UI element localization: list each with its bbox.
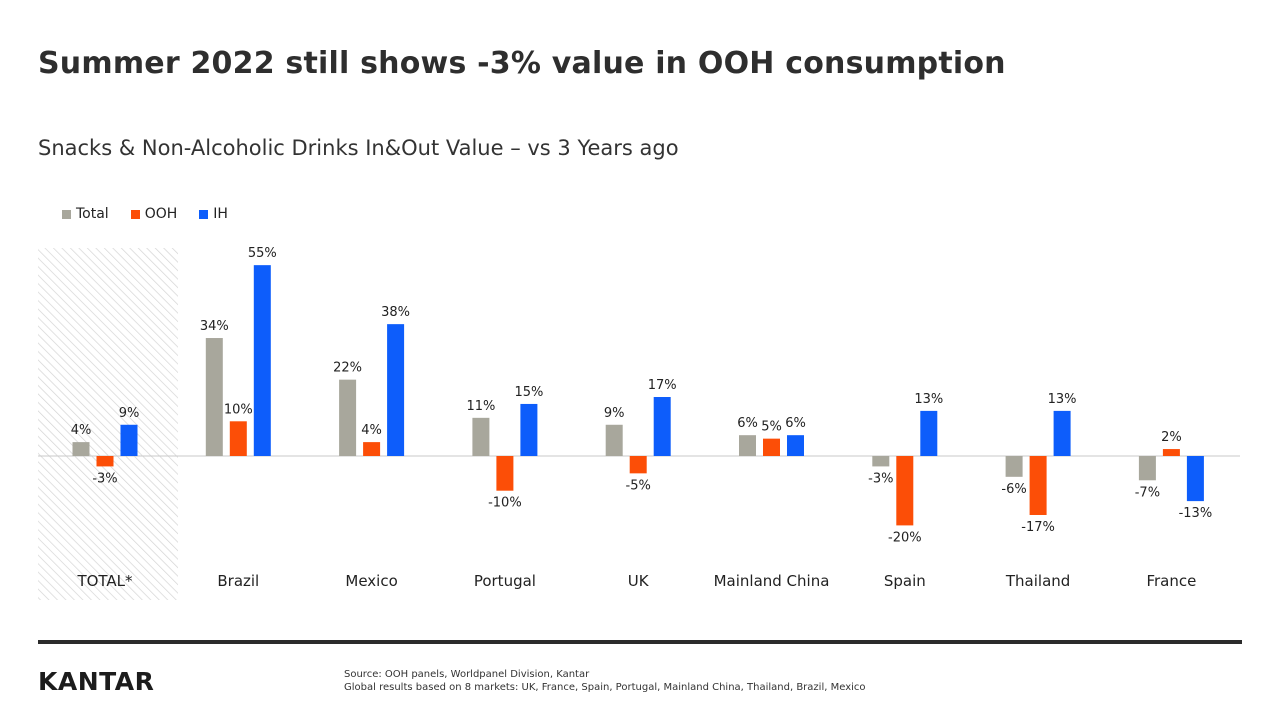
bar-ih-thailand bbox=[1053, 410, 1071, 456]
bar-ooh-brazil bbox=[229, 421, 247, 456]
bar-ooh-spain bbox=[896, 456, 914, 526]
data-label-ih-brazil: 55% bbox=[248, 246, 277, 261]
bar-total-mainland-china bbox=[739, 435, 756, 456]
total-highlight-band bbox=[38, 248, 178, 600]
legend-label-total: Total bbox=[76, 206, 109, 222]
category-label-mainland-china: Mainland China bbox=[714, 572, 830, 590]
category-label-uk: UK bbox=[628, 572, 650, 590]
logo-text: KANTAR bbox=[38, 667, 155, 696]
data-label-ih-france: -13% bbox=[1179, 506, 1213, 521]
data-label-total-portugal: 11% bbox=[466, 399, 495, 414]
page-title: Summer 2022 still shows -3% value in OOH… bbox=[38, 46, 1006, 81]
data-label-total-france: -7% bbox=[1135, 485, 1160, 500]
data-label-ooh-france: 2% bbox=[1161, 430, 1182, 445]
kantar-logo: KANTAR bbox=[38, 667, 154, 696]
footer-divider bbox=[38, 640, 1242, 644]
legend-item-ooh: OOH bbox=[130, 206, 178, 222]
source-line-1: Source: OOH panels, Worldpanel Division,… bbox=[344, 669, 590, 680]
data-label-ooh-mexico: 4% bbox=[361, 423, 382, 438]
legend-label-ih: IH bbox=[213, 206, 228, 222]
bar-ooh-mainland-china bbox=[763, 438, 780, 456]
chart-legend: Total OOH IH bbox=[62, 206, 228, 222]
bar-ih-portugal bbox=[520, 403, 538, 456]
bar-ooh-thailand bbox=[1029, 456, 1047, 515]
bar-ooh-total bbox=[96, 456, 114, 467]
bar-ih-brazil bbox=[253, 265, 271, 456]
category-label-total: TOTAL* bbox=[76, 572, 133, 590]
data-label-total-total: 4% bbox=[71, 423, 92, 438]
bar-total-brazil bbox=[205, 338, 223, 456]
legend-label-ooh: OOH bbox=[144, 206, 178, 222]
data-label-ooh-mainland-china: 5% bbox=[761, 420, 782, 435]
data-label-total-uk: 9% bbox=[604, 406, 625, 421]
data-label-ih-total: 9% bbox=[119, 406, 140, 421]
bar-ih-mainland-china bbox=[787, 435, 804, 456]
legend-item-total: Total bbox=[62, 206, 109, 222]
bar-ih-total bbox=[120, 424, 138, 456]
source-note: Source: OOH panels, Worldpanel Division,… bbox=[344, 668, 866, 694]
bar-total-portugal bbox=[472, 417, 490, 456]
bar-chart: 4% -3% 9% TOTAL* 34% 10% 55% Brazil 22% 4% 38% Mexi… bbox=[38, 246, 1240, 600]
category-label-brazil: Brazil bbox=[217, 572, 259, 590]
bar-total-mexico bbox=[339, 379, 357, 456]
data-label-ooh-spain: -20% bbox=[888, 530, 922, 545]
data-label-total-thailand: -6% bbox=[1001, 482, 1026, 497]
data-label-ooh-portugal: -10% bbox=[488, 496, 522, 511]
legend-item-ih: IH bbox=[199, 206, 228, 222]
data-label-total-mainland-china: 6% bbox=[737, 416, 758, 431]
category-label-france: France bbox=[1146, 572, 1196, 590]
legend-swatch-ooh bbox=[130, 209, 140, 219]
bar-ih-spain bbox=[920, 410, 938, 456]
data-label-total-brazil: 34% bbox=[200, 319, 229, 334]
bar-total-thailand bbox=[1005, 456, 1023, 477]
category-label-thailand: Thailand bbox=[1005, 572, 1070, 590]
data-label-ooh-total: -3% bbox=[92, 471, 117, 486]
data-label-ooh-brazil: 10% bbox=[224, 402, 253, 417]
data-label-ih-mainland-china: 6% bbox=[785, 416, 806, 431]
source-line-2: Global results based on 8 markets: UK, F… bbox=[344, 682, 866, 693]
data-label-ih-uk: 17% bbox=[648, 378, 677, 393]
bar-ooh-portugal bbox=[496, 456, 514, 491]
category-label-mexico: Mexico bbox=[345, 572, 397, 590]
bar-ih-mexico bbox=[387, 324, 405, 456]
bar-ooh-mexico bbox=[363, 442, 381, 456]
bar-ih-france bbox=[1186, 456, 1204, 502]
data-label-ooh-thailand: -17% bbox=[1021, 520, 1055, 535]
data-label-ih-spain: 13% bbox=[914, 392, 943, 407]
bar-ooh-uk bbox=[629, 456, 647, 474]
data-label-ih-mexico: 38% bbox=[381, 305, 410, 320]
data-label-ih-portugal: 15% bbox=[514, 385, 543, 400]
bar-total-spain bbox=[872, 456, 890, 467]
data-label-ooh-uk: -5% bbox=[626, 478, 651, 493]
bar-total-france bbox=[1138, 456, 1156, 481]
category-label-portugal: Portugal bbox=[474, 572, 536, 590]
data-label-total-spain: -3% bbox=[868, 471, 893, 486]
bar-total-total bbox=[72, 442, 90, 456]
legend-swatch-total bbox=[62, 209, 71, 219]
category-label-spain: Spain bbox=[884, 572, 926, 590]
bar-ih-uk bbox=[653, 397, 671, 456]
chart-subtitle: Snacks & Non-Alcoholic Drinks In&Out Val… bbox=[38, 136, 679, 160]
bar-ooh-france bbox=[1162, 449, 1180, 456]
data-label-total-mexico: 22% bbox=[333, 361, 362, 376]
data-label-ih-thailand: 13% bbox=[1048, 392, 1077, 407]
bar-total-uk bbox=[605, 424, 623, 456]
legend-swatch-ih bbox=[199, 209, 209, 219]
